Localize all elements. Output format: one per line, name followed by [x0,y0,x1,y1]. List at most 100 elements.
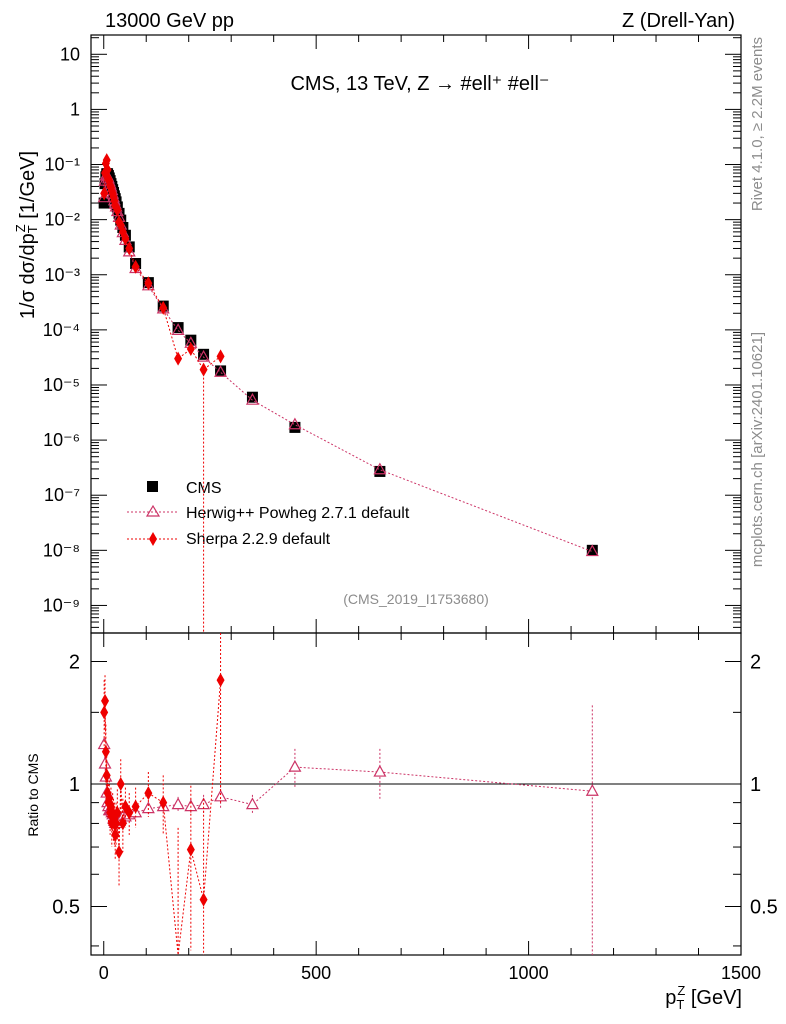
header-right-label: Z (Drell-Yan) [622,10,735,32]
sherpa-ratio-point [101,693,110,708]
y-tick-label: 10⁻⁵ [43,375,80,395]
sherpa-point [174,351,183,366]
legend-cms-label: CMS [186,480,222,497]
y-axis-label-unit: [1/GeV] [17,151,39,224]
herwig-point [373,462,387,475]
y-axis-label-sup: Z [13,224,28,232]
sherpa-point [144,276,153,291]
herwig-point [171,323,185,335]
x-axis-label: pTZ [GeV] [665,983,742,1012]
header-left-label: 13000 GeV pp [105,10,234,32]
sherpa-line [103,160,221,371]
herwig-ratio-point [373,764,387,777]
sherpa-ratio-point [115,845,124,860]
legend: CMS Herwig++ Powheg 2.7.1 default Sherpa… [127,480,410,548]
cms-point [98,197,110,209]
cms-point [374,465,386,477]
ratio-y-axis-label: Ratio to CMS [25,753,41,836]
mcplots-label: mcplots.cern.ch [arXiv:2401.10621] [749,332,766,567]
y-tick-label: 10⁻⁹ [43,595,80,615]
sherpa-ratio-point [159,795,168,810]
herwig-ratio-point [98,756,112,769]
herwig-ratio-point [245,797,259,810]
sherpa-point [121,231,130,246]
y-axis-label-sub: T [25,225,40,233]
sherpa-ratio-point [125,805,134,820]
sherpa-point [113,202,122,217]
herwig-point [97,190,111,203]
sherpa-point [131,259,140,274]
cms-point [198,348,210,360]
sherpa-point [216,349,225,364]
sherpa-ratio-point [112,816,121,831]
y-tick-label: 10⁻⁶ [43,430,80,450]
analysis-id: (CMS_2019_I1753680) [343,591,489,607]
sherpa-ratio-point [131,799,140,814]
sherpa-ratio-point [101,744,110,759]
x-axis-label-sub: T [676,997,684,1012]
chart-title: CMS, 13 TeV, Z → #ell⁺ #ell⁻ [290,73,549,95]
legend-sherpa-marker [149,532,157,546]
x-axis-label-main: p [665,987,676,1009]
legend-herwig-label: Herwig++ Powheg 2.7.1 default [186,505,410,522]
ratio-tick-label-right: 2 [750,652,761,674]
ratio-tick-label: 2 [69,652,80,674]
sherpa-ratio-point [199,892,208,907]
cms-point [172,322,184,334]
data-layer [97,153,599,956]
x-tick-label: 1500 [721,963,761,983]
cms-point [586,544,598,556]
ratio-tick-label-right: 0.5 [750,896,778,918]
y-tick-label: 10⁻² [44,210,80,230]
ratio-tick-label-right: 1 [750,774,761,796]
y-axis-label-prefix: 1/σ dσ/dp [17,233,39,319]
y-tick-label: 10⁻¹ [44,155,80,175]
sherpa-point [186,341,195,356]
sherpa-ratio-point [100,705,109,720]
x-tick-label: 1000 [509,963,549,983]
cms-point [289,421,301,433]
y-tick-label: 10 [60,44,80,64]
sherpa-ratio-point [216,673,225,688]
legend-sherpa-label: Sherpa 2.2.9 default [186,531,331,548]
axes-layer: 0 500 1000 1500 10⁻⁹ 10⁻⁸ 10⁻⁷ 10⁻⁶ 10⁻⁵ 10⁻⁴ 10⁻³… [43,35,778,983]
y-tick-label: 10⁻⁴ [43,320,80,340]
y-tick-label: 10⁻⁸ [43,540,80,560]
y-axis-label: 1/σ dσ/dpTZ [1/GeV] [13,151,40,319]
herwig-point [122,244,136,257]
ratio-tick-label: 0.5 [52,896,80,918]
x-axis-label-sup: Z [677,983,685,998]
sherpa-point [100,186,109,201]
herwig-point [585,544,599,557]
rivet-version-label: Rivet 4.1.0, ≥ 2.2M events [749,37,766,211]
sherpa-ratio-point [144,786,153,801]
legend-herwig-marker [145,504,161,517]
herwig-point [197,349,211,362]
sherpa-point [159,300,168,315]
herwig-ratio-point [171,797,185,810]
sherpa-ratio-point [102,768,111,783]
ratio-tick-label: 1 [69,774,80,796]
y-tick-label: 10⁻³ [44,265,80,285]
cms-point [215,365,227,377]
herwig-point [288,417,302,430]
herwig-ratio-point [214,789,228,802]
x-tick-label: 0 [99,963,109,983]
sherpa-ratio-point [116,776,125,791]
y-tick-label: 10⁻⁷ [44,485,80,505]
sherpa-point [125,241,134,256]
herwig-point [214,365,228,377]
sherpa-point [199,362,208,377]
sherpa-ratio-point [118,816,127,831]
legend-cms-marker [147,481,158,492]
x-axis-label-unit: [GeV] [685,987,742,1009]
sherpa-ratio-point [113,805,122,820]
herwig-ratio-point [97,737,111,750]
sherpa-ratio-point [186,842,195,857]
herwig-point [245,392,259,405]
ratio-plot-frame [90,632,742,956]
sherpa-point [103,162,112,177]
cms-point [185,334,197,346]
cms-point [246,391,258,403]
